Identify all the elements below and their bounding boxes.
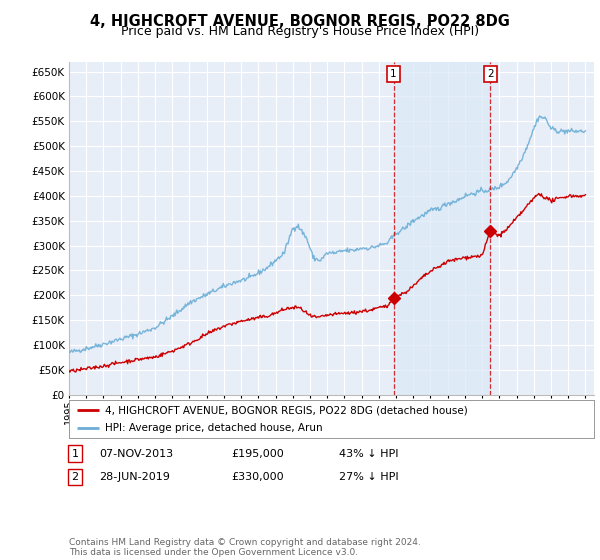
Text: 4, HIGHCROFT AVENUE, BOGNOR REGIS, PO22 8DG: 4, HIGHCROFT AVENUE, BOGNOR REGIS, PO22 … [90, 14, 510, 29]
Text: 07-NOV-2013: 07-NOV-2013 [99, 449, 173, 459]
Bar [394, 62, 490, 395]
Text: 2: 2 [71, 472, 79, 482]
Text: 43% ↓ HPI: 43% ↓ HPI [339, 449, 398, 459]
Text: 28-JUN-2019: 28-JUN-2019 [99, 472, 170, 482]
Text: 1: 1 [71, 449, 79, 459]
Text: 1: 1 [390, 69, 397, 79]
Text: 27% ↓ HPI: 27% ↓ HPI [339, 472, 398, 482]
Text: 4, HIGHCROFT AVENUE, BOGNOR REGIS, PO22 8DG (detached house): 4, HIGHCROFT AVENUE, BOGNOR REGIS, PO22 … [105, 405, 467, 415]
Text: Price paid vs. HM Land Registry's House Price Index (HPI): Price paid vs. HM Land Registry's House … [121, 25, 479, 38]
Text: Contains HM Land Registry data © Crown copyright and database right 2024.
This d: Contains HM Land Registry data © Crown c… [69, 538, 421, 557]
Text: HPI: Average price, detached house, Arun: HPI: Average price, detached house, Arun [105, 423, 322, 433]
Text: 2: 2 [487, 69, 494, 79]
Text: £195,000: £195,000 [231, 449, 284, 459]
Text: £330,000: £330,000 [231, 472, 284, 482]
